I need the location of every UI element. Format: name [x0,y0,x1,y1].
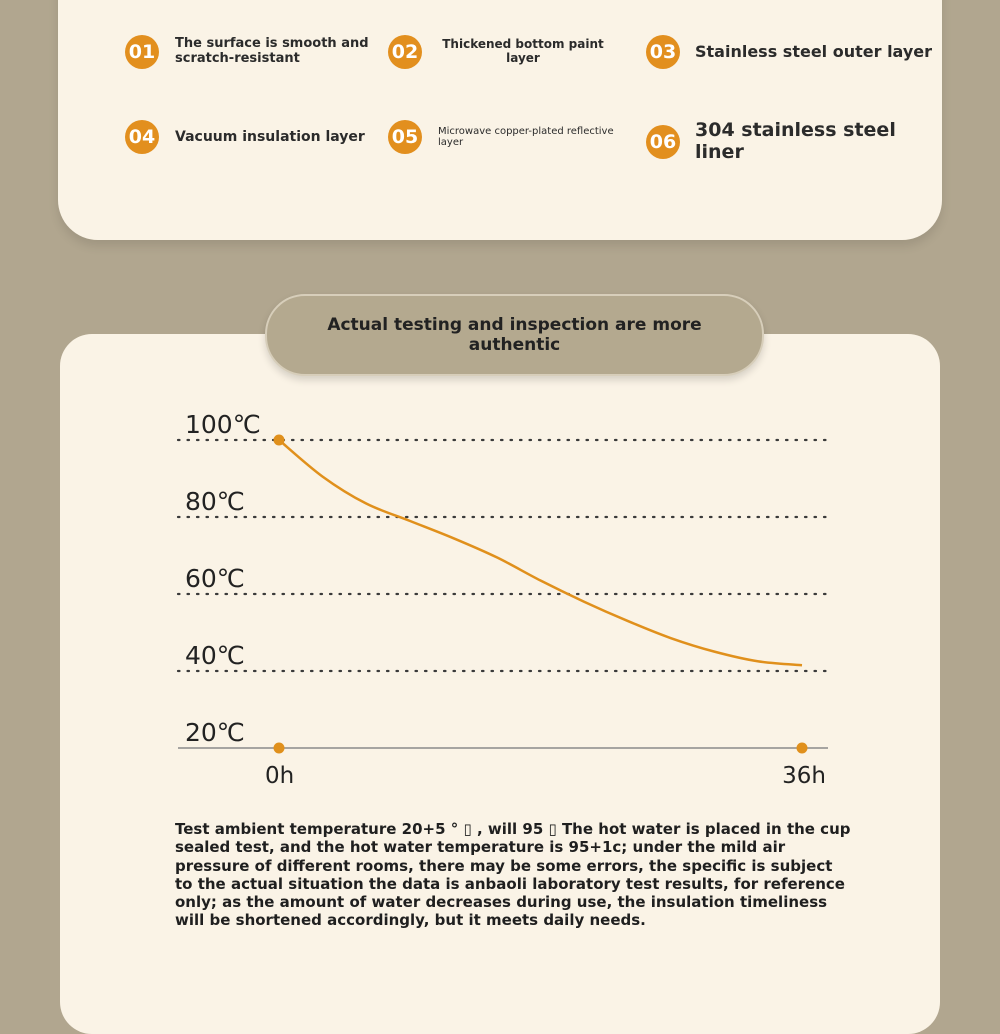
section-title: Actual testing and inspection are more a… [327,314,702,355]
x-tick-label: 0h [265,763,294,789]
feature-label: The surface is smooth and scratch-resist… [175,36,369,66]
data-point-marker [796,742,808,754]
feature-item-05: 05 Microwave copper-plated reflective la… [388,120,633,154]
features-card [58,0,942,240]
feature-item-02: 02 Thickened bottom paint layer [388,35,608,69]
feature-label: Microwave copper-plated reflective layer [438,125,614,149]
y-tick-label: 60℃ [185,564,245,593]
y-tick-label: 20℃ [185,718,245,747]
feature-label: Vacuum insulation layer [175,128,365,145]
y-tick-label: 40℃ [185,641,245,670]
feature-item-03: 03 Stainless steel outer layer [646,35,935,69]
data-point-marker [273,742,285,754]
feature-item-06: 06 304 stainless steel liner [646,119,945,164]
section-title-pill: Actual testing and inspection are more a… [265,294,764,376]
feature-label: Thickened bottom paint layer [442,37,604,65]
x-tick-label: 36h [782,763,826,789]
feature-label: 304 stainless steel liner [695,119,896,163]
feature-label: Stainless steel outer layer [695,41,933,61]
y-tick-label: 100℃ [185,410,261,439]
temperature-chart: 100℃ 80℃ 60℃ 40℃ 20℃ 0h 36h [176,410,830,789]
y-tick-label: 80℃ [185,487,245,516]
chart-card [60,334,940,1034]
test-note: Test ambient temperature 20+5 ° ▯ , will… [175,820,851,930]
feature-number-badge: 05 [388,120,422,154]
feature-number-badge: 03 [646,35,680,69]
data-point-marker [273,434,285,446]
feature-number-badge: 01 [125,35,159,69]
feature-number-badge: 06 [646,124,680,159]
feature-item-04: 04 Vacuum insulation layer [125,120,375,154]
feature-number-badge: 02 [388,35,422,69]
chart-series-line [278,439,803,667]
feature-item-01: 01 The surface is smooth and scratch-res… [125,35,375,69]
feature-number-badge: 04 [125,120,159,154]
